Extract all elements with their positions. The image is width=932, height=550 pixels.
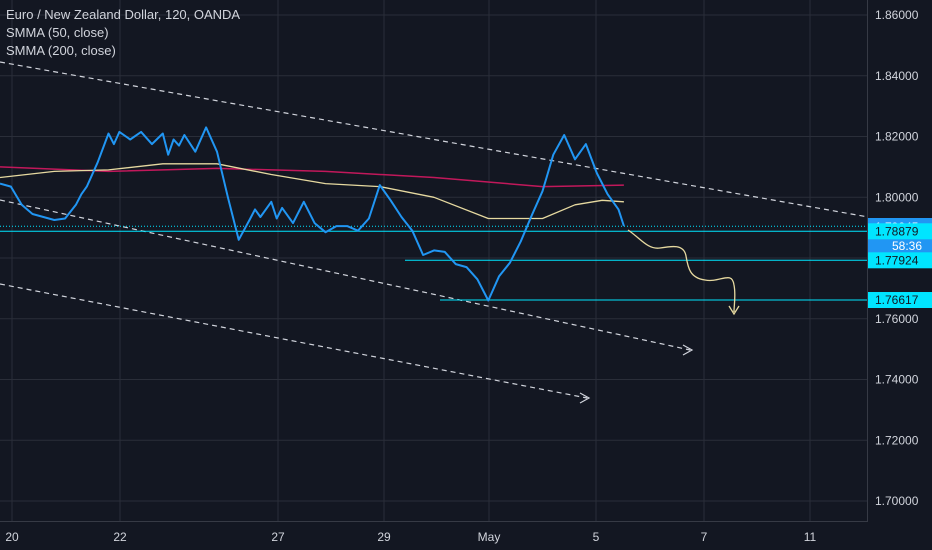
smma-200-line — [0, 166, 624, 188]
level-price-label: 1.78879 — [875, 224, 919, 238]
forecast-curve[interactable] — [627, 229, 736, 313]
countdown-tag — [868, 237, 932, 254]
time-axis-background[interactable] — [0, 522, 932, 550]
forecast-arrow-head — [728, 305, 740, 316]
level-price-tag — [868, 252, 932, 269]
time-axis: 20 22 27 29 May 5 7 11 — [5, 530, 816, 544]
price-tick-label: 1.74000 — [875, 373, 919, 387]
time-tick-label: May — [478, 530, 501, 544]
price-tick-label: 1.84000 — [875, 69, 919, 83]
trendline-lower[interactable] — [0, 283, 588, 399]
time-tick-label: 27 — [271, 530, 285, 544]
price-tick-label: 1.80000 — [875, 190, 919, 204]
price-axis: 1.860001.840001.820001.800001.780001.760… — [875, 8, 919, 508]
price-tick-label: 1.72000 — [875, 433, 919, 447]
time-tick-label: 7 — [701, 530, 708, 544]
price-line — [0, 126, 625, 302]
smma-50-series-line — [0, 163, 624, 220]
price-series-line — [0, 126, 625, 302]
level-price-tag — [868, 223, 932, 240]
price-tick-label: 1.70000 — [875, 494, 919, 508]
level-price-label: 1.77924 — [875, 253, 919, 267]
trend-channel[interactable] — [0, 61, 869, 404]
smma-200-legend[interactable]: SMMA (200, close) — [6, 43, 116, 58]
time-tick-label: 5 — [593, 530, 600, 544]
price-levels[interactable] — [0, 225, 868, 301]
time-tick-label: 11 — [804, 530, 817, 544]
trendline-middle[interactable] — [0, 199, 691, 351]
price-tick-label: 1.76000 — [875, 312, 919, 326]
trendline-upper[interactable] — [0, 61, 869, 218]
level-price-tag — [868, 292, 932, 309]
trendline-middle-arrow — [682, 344, 694, 356]
time-tick-label: 29 — [377, 530, 391, 544]
symbol-title[interactable]: Euro / New Zealand Dollar, 120, OANDA — [6, 7, 241, 22]
level-price-label: 1.76617 — [875, 293, 919, 307]
price-tick-label: 1.82000 — [875, 130, 919, 144]
forecast-path[interactable] — [627, 229, 740, 316]
smma-200-series-line — [0, 166, 624, 188]
time-tick-label: 20 — [5, 530, 19, 544]
countdown-label: 58:36 — [892, 239, 922, 253]
chart-legend: Euro / New Zealand Dollar, 120, OANDA SM… — [6, 6, 240, 60]
price-tick-label: 1.86000 — [875, 8, 919, 22]
time-tick-label: 22 — [113, 530, 127, 544]
smma-50-line — [0, 163, 624, 220]
smma-50-legend[interactable]: SMMA (50, close) — [6, 25, 109, 40]
trendline-lower-arrow — [579, 392, 591, 404]
